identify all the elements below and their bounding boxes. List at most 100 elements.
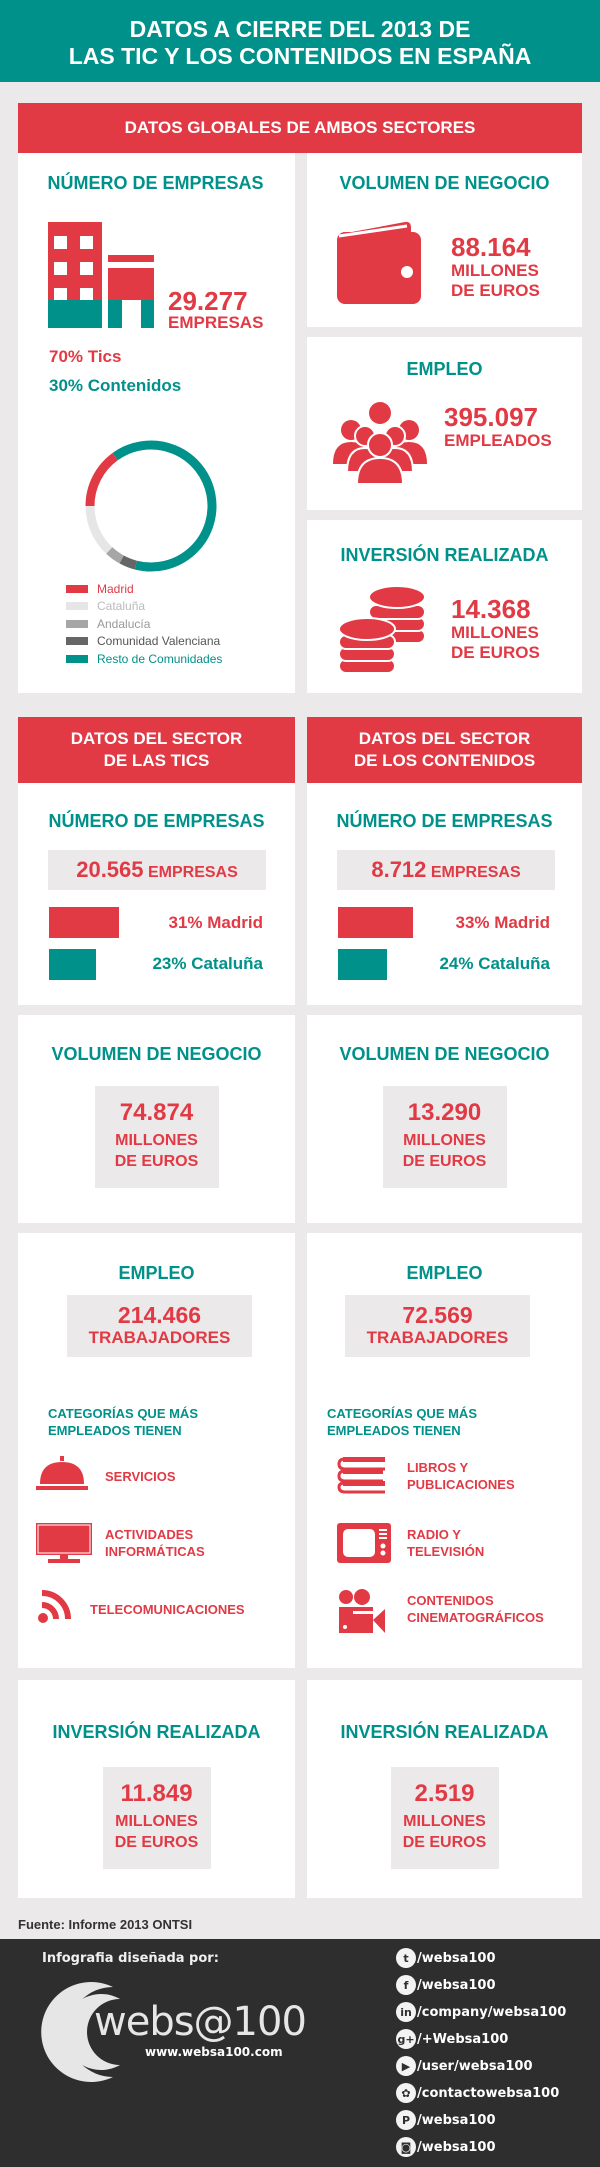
people-icon — [333, 402, 427, 484]
rss-icon — [36, 1589, 72, 1630]
contenidos-empleo-title: EMPLEO — [406, 1263, 483, 1283]
tics-empresas-card: NÚMERO DE EMPRESAS 20.565 EMPRESAS 31% M… — [18, 783, 295, 1005]
legend-label: Madrid — [97, 581, 134, 596]
volumen-value: 88.164 — [451, 232, 531, 262]
contenidos-volumen-title: VOLUMEN DE NEGOCIO — [339, 1044, 550, 1064]
contenidos-volumen-value: 13.290 — [407, 1099, 482, 1126]
global-banner: DATOS GLOBALES DE AMBOS SECTORES — [18, 103, 582, 153]
logo-text: webs@100 — [94, 1999, 307, 2045]
donut-slice-resto-de-comunidades — [112, 440, 217, 572]
donut-slice-madrid — [85, 453, 118, 507]
contenidos-empleo-box: 72.569 TRABAJADORES — [345, 1295, 530, 1357]
tics-volumen-unit2: DE EUROS — [114, 1153, 199, 1170]
social-link[interactable]: ✿ /contactowebsa100 — [396, 2082, 559, 2104]
monitor-icon — [36, 1523, 92, 1568]
contenidos-empresas-value: 8.712 — [371, 857, 427, 882]
donut-slice-andalucía — [106, 547, 124, 564]
regions-donut-chart — [85, 440, 217, 572]
contenidos-inversion-unit2: DE EUROS — [402, 1834, 487, 1851]
coins-icon — [338, 585, 426, 674]
contenidos-volumen-unit1: MILLONES — [403, 1132, 486, 1149]
tics-categories-heading: CATEGORÍAS QUE MÁS EMPLEADOS TIENEN — [48, 1405, 198, 1439]
social-handle: /company/websa100 — [417, 2004, 567, 2020]
tics-volumen-title: VOLUMEN DE NEGOCIO — [51, 1044, 262, 1064]
social-link[interactable]: in /company/websa100 — [396, 2001, 566, 2023]
contenidos-empleo-value: 72.569 — [402, 1302, 473, 1328]
empleo-unit: EMPLEADOS — [444, 431, 552, 450]
pinterest-icon: P — [396, 2110, 416, 2130]
social-handle: /websa100 — [417, 2139, 496, 2155]
contenidos-inversion-title: INVERSIÓN REALIZADA — [340, 1722, 549, 1742]
contenidos-categories-heading: CATEGORÍAS QUE MÁS EMPLEADOS TIENEN — [327, 1405, 477, 1439]
contenidos-empresas-unit: EMPRESAS — [430, 864, 521, 881]
contenidos-cataluna-bar — [338, 949, 387, 980]
legend-swatch — [66, 619, 88, 628]
social-link[interactable]: g+ /+Websa100 — [396, 2028, 508, 2050]
books-icon — [337, 1456, 387, 1499]
contenidos-category-0: LIBROS Y PUBLICACIONES — [407, 1459, 515, 1493]
volumen-unit1: MILLONES — [451, 261, 539, 280]
global-inversion-card: INVERSIÓN REALIZADA 14.368 MILLONES DE E… — [307, 520, 582, 693]
contenidos-banner-line2: DE LOS CONTENIDOS — [353, 751, 536, 770]
social-link[interactable]: ▶ /user/websa100 — [396, 2055, 533, 2077]
wallet-icon — [337, 221, 421, 304]
contenidos-category-2-line2: CINEMATOGRÁFICOS — [407, 1610, 544, 1625]
social-link[interactable]: ◙ /websa100 — [396, 2136, 496, 2158]
tics-banner-line1: DATOS DEL SECTOR — [70, 729, 243, 748]
contenidos-volumen-unit2: DE EUROS — [402, 1153, 487, 1170]
legend-swatch — [66, 654, 88, 663]
tics-empleo-value: 214.466 — [117, 1302, 202, 1328]
contenidos-madrid-bar — [338, 907, 413, 938]
legend-swatch — [66, 602, 88, 610]
tv-icon — [337, 1523, 391, 1568]
contenidos-category-2-line1: CONTENIDOS — [407, 1593, 494, 1608]
legend-label: Andalucía — [97, 616, 151, 631]
social-handle: /websa100 — [417, 1977, 496, 1993]
empresas-unit: EMPRESAS — [168, 313, 264, 332]
contenidos-empresas-box: 8.712 EMPRESAS — [337, 850, 555, 890]
tics-category-1-line2: INFORMÁTICAS — [105, 1544, 205, 1559]
contenidos-category-1-line1: RADIO Y — [407, 1527, 461, 1542]
facebook-icon: f — [396, 1975, 416, 1995]
contenidos-categories-heading-line1: CATEGORÍAS QUE MÁS — [327, 1406, 477, 1421]
legend-swatch — [66, 584, 88, 593]
legend-item: Madrid — [66, 580, 134, 597]
contenidos-share: 30% Contenidos — [49, 376, 182, 395]
social-link[interactable]: f /websa100 — [396, 1974, 496, 1996]
contenidos-banner-line1: DATOS DEL SECTOR — [358, 729, 531, 748]
tics-empleo-title: EMPLEO — [118, 1263, 195, 1283]
empresas-value: 29.277 — [168, 286, 248, 316]
inversion-title: INVERSIÓN REALIZADA — [340, 545, 549, 565]
video-camera-icon — [337, 1589, 387, 1640]
social-handle: /contactowebsa100 — [417, 2085, 560, 2101]
tics-volumen-card: VOLUMEN DE NEGOCIO 74.874 MILLONES DE EU… — [18, 1015, 295, 1223]
social-link[interactable]: t /websa100 — [396, 1947, 496, 1969]
logo-url[interactable]: www.websa100.com — [145, 2045, 283, 2059]
inversion-unit2: DE EUROS — [451, 643, 540, 662]
tics-category-0: SERVICIOS — [105, 1468, 176, 1485]
tics-empleo-unit: TRABAJADORES — [88, 1328, 231, 1347]
global-empresas-card: NÚMERO DE EMPRESAS 29.277 EMPRESAS 70% T… — [18, 153, 295, 693]
tics-empresas-unit: EMPRESAS — [147, 864, 238, 881]
social-link[interactable]: P /websa100 — [396, 2109, 496, 2131]
tics-inversion-unit1: MILLONES — [115, 1813, 198, 1830]
contenidos-category-1: RADIO Y TELEVISIÓN — [407, 1526, 484, 1560]
contenidos-banner: DATOS DEL SECTOR DE LOS CONTENIDOS — [307, 717, 582, 783]
empresas-title: NÚMERO DE EMPRESAS — [47, 173, 264, 193]
twitter-icon: t — [396, 1948, 416, 1968]
instagram-icon: ◙ — [396, 2137, 416, 2157]
legend-label: Comunidad Valenciana — [97, 634, 221, 648]
legend-item: Resto de Comunidades — [66, 650, 222, 667]
empleo-value: 395.097 — [444, 402, 538, 432]
legend-label: Resto de Comunidades — [97, 651, 223, 666]
tics-inversion-title: INVERSIÓN REALIZADA — [52, 1722, 261, 1742]
global-empleo-card: EMPLEO 395.097 EMPLEADOS — [307, 337, 582, 510]
donut-slice-comunidad-valenciana — [119, 555, 138, 570]
youtube-icon: ▶ — [396, 2056, 416, 2076]
foursquare-icon: ✿ — [396, 2083, 416, 2103]
contenidos-empresas-title: NÚMERO DE EMPRESAS — [336, 811, 553, 831]
tics-categories-heading-line1: CATEGORÍAS QUE MÁS — [48, 1406, 198, 1421]
tics-volumen-box: 74.874 MILLONES DE EUROS — [94, 1086, 219, 1188]
contenidos-volumen-box: 13.290 MILLONES DE EUROS — [382, 1086, 507, 1188]
tics-empleo-box: 214.466 TRABAJADORES — [67, 1295, 252, 1357]
